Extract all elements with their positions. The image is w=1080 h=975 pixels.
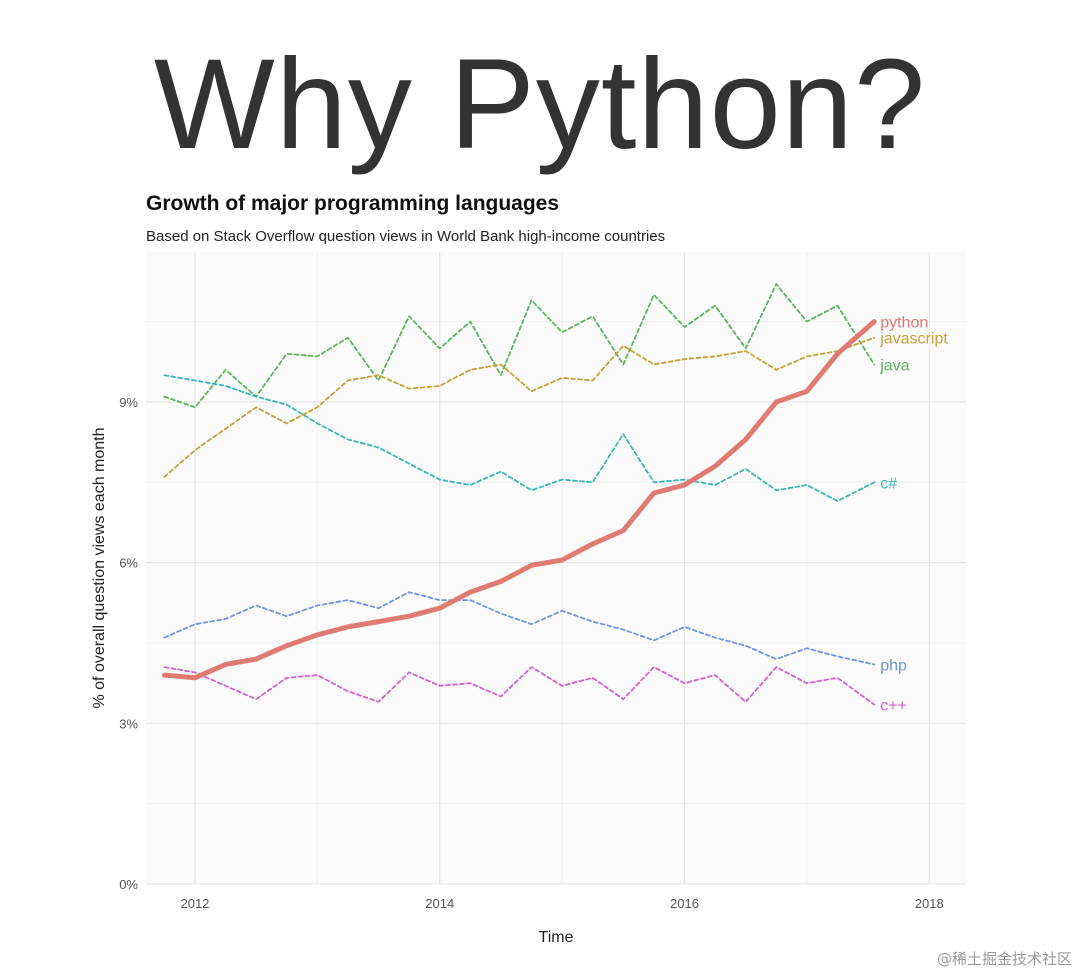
x-tick-label: 2018 [915, 896, 944, 911]
grid-major [146, 252, 966, 885]
y-tick-label: 3% [119, 716, 138, 731]
chart-title: Growth of major programming languages [146, 192, 560, 215]
series-label-php: php [880, 657, 907, 674]
x-axis-title: Time [539, 929, 574, 946]
y-axis-ticks: 0% 3% 6% 9% [119, 395, 138, 892]
grid-minor [146, 252, 966, 884]
y-tick-label: 0% [119, 877, 138, 892]
x-axis-ticks: 2012 2014 2016 2018 [180, 896, 943, 911]
series-line-python [161, 319, 877, 681]
series-line-javascript [163, 336, 876, 478]
series-label-cpp: c++ [880, 698, 907, 715]
series-lines [161, 283, 877, 706]
y-tick-label: 6% [119, 556, 138, 571]
y-axis-title: % of overall question views each month [91, 427, 108, 708]
series-line-cpp [163, 666, 876, 706]
series-label-javascript: javascript [879, 331, 948, 348]
series-label-csharp: c# [880, 475, 897, 492]
x-tick-label: 2014 [425, 896, 454, 911]
series-label-java: java [879, 357, 909, 374]
plot-panel [146, 252, 966, 884]
watermark: @稀土掘金技术社区 [936, 950, 1072, 968]
series-line-csharp [163, 374, 876, 503]
x-tick-label: 2012 [180, 896, 209, 911]
series-line-php [163, 591, 876, 666]
series-line-java [163, 283, 876, 409]
y-tick-label: 9% [119, 395, 138, 410]
headline: Why Python? [153, 33, 927, 176]
chart-subtitle: Based on Stack Overflow question views i… [146, 228, 666, 245]
x-tick-label: 2016 [670, 896, 699, 911]
series-label-python: python [880, 315, 928, 332]
